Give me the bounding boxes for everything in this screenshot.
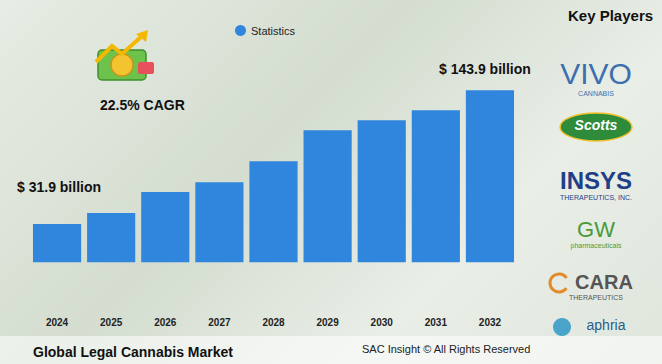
svg-text:Global Legal Cannabis Market: Global Legal Cannabis Market — [33, 344, 233, 360]
svg-text:Scotts: Scotts — [575, 117, 618, 133]
svg-text:2024: 2024 — [46, 317, 69, 328]
svg-text:2031: 2031 — [425, 317, 448, 328]
svg-text:aphria: aphria — [587, 317, 626, 333]
svg-text:22.5% CAGR: 22.5% CAGR — [100, 97, 185, 113]
svg-text:2030: 2030 — [371, 317, 394, 328]
svg-text:GW: GW — [577, 217, 615, 242]
svg-text:$ 31.9 billion: $ 31.9 billion — [17, 179, 101, 195]
svg-text:2029: 2029 — [316, 317, 339, 328]
svg-text:Key Players: Key Players — [568, 7, 653, 24]
svg-text:VIVO: VIVO — [560, 57, 632, 90]
svg-text:CANNABIS: CANNABIS — [578, 90, 614, 97]
svg-text:SAC Insight © All Rights Reser: SAC Insight © All Rights Reserved — [362, 343, 530, 355]
svg-text:THERAPEUTICS, INC.: THERAPEUTICS, INC. — [560, 194, 632, 201]
svg-text:INSYS: INSYS — [560, 167, 632, 194]
svg-text:CARA: CARA — [575, 271, 633, 293]
svg-text:THERAPEUTICS: THERAPEUTICS — [569, 294, 623, 301]
svg-text:2032: 2032 — [479, 317, 502, 328]
svg-text:2027: 2027 — [208, 317, 231, 328]
svg-text:Statistics: Statistics — [251, 25, 296, 37]
svg-text:2026: 2026 — [154, 317, 177, 328]
svg-text:pharmaceuticals: pharmaceuticals — [571, 242, 622, 250]
svg-text:2025: 2025 — [100, 317, 123, 328]
svg-text:2028: 2028 — [262, 317, 285, 328]
svg-text:$ 143.9 billion: $ 143.9 billion — [439, 61, 531, 77]
